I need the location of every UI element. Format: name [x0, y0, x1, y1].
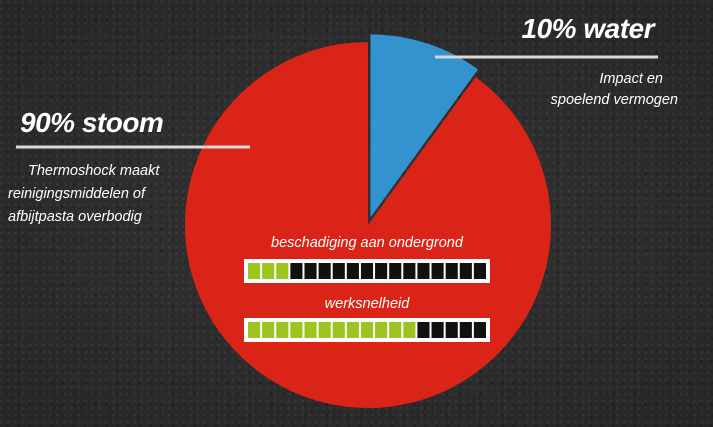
bar-segment-empty	[360, 263, 374, 279]
water-desc-line-2: spoelend vermogen	[551, 92, 678, 108]
bar-segment-empty	[389, 263, 402, 279]
stoom-desc-line-3: afbijtpasta overbodig	[8, 209, 142, 225]
bar-segment-filled	[389, 322, 402, 338]
bar-segment-filled	[248, 322, 261, 338]
bar-segment-filled	[360, 322, 374, 338]
bar-segment-filled	[318, 322, 331, 338]
bar-segment-filled	[375, 322, 388, 338]
bar-segment-filled	[403, 322, 416, 338]
stoom-desc-line-2: reinigingsmiddelen of	[8, 186, 147, 202]
pie-slices	[185, 34, 551, 408]
bar-segment-filled	[276, 263, 289, 279]
bar-segment-empty	[445, 322, 458, 338]
pie-slice-water	[370, 34, 479, 218]
bar-segment-filled	[346, 322, 359, 338]
bar-segment-empty	[459, 263, 472, 279]
speed-bar-label: werksnelheid	[325, 296, 411, 312]
bar-segment-empty	[445, 263, 458, 279]
bar-segment-empty	[431, 322, 444, 338]
bar-segment-empty	[290, 263, 303, 279]
bar-segment-filled	[304, 322, 317, 338]
bar-segment-empty	[459, 322, 472, 338]
bar-segment-empty	[417, 263, 430, 279]
bar-segment-empty	[304, 263, 317, 279]
stoom-desc-line-1: Thermoshock maakt	[28, 163, 160, 179]
speed-bar	[244, 318, 490, 342]
bar-segment-empty	[403, 263, 416, 279]
bar-segment-empty	[473, 263, 486, 279]
bar-segment-empty	[318, 263, 331, 279]
bar-segment-filled	[332, 322, 345, 338]
bar-segment-filled	[248, 263, 261, 279]
water-desc-line-1: Impact en	[599, 71, 663, 87]
bar-segment-empty	[346, 263, 359, 279]
bar-segment-filled	[290, 322, 303, 338]
water-label: 10% water	[522, 13, 657, 44]
bar-segment-empty	[431, 263, 444, 279]
bar-segment-empty	[375, 263, 388, 279]
damage-bar-label: beschadiging aan ondergrond	[271, 235, 464, 251]
bar-segment-empty	[417, 322, 430, 338]
stoom-label: 90% stoom	[20, 107, 163, 138]
pie-slice-stoom	[185, 42, 551, 408]
bar-segment-empty	[473, 322, 486, 338]
bar-segment-filled	[262, 263, 275, 279]
bar-segment-filled	[262, 322, 275, 338]
damage-bar	[244, 259, 490, 283]
bar-segment-empty	[332, 263, 345, 279]
bar-segment-filled	[276, 322, 289, 338]
